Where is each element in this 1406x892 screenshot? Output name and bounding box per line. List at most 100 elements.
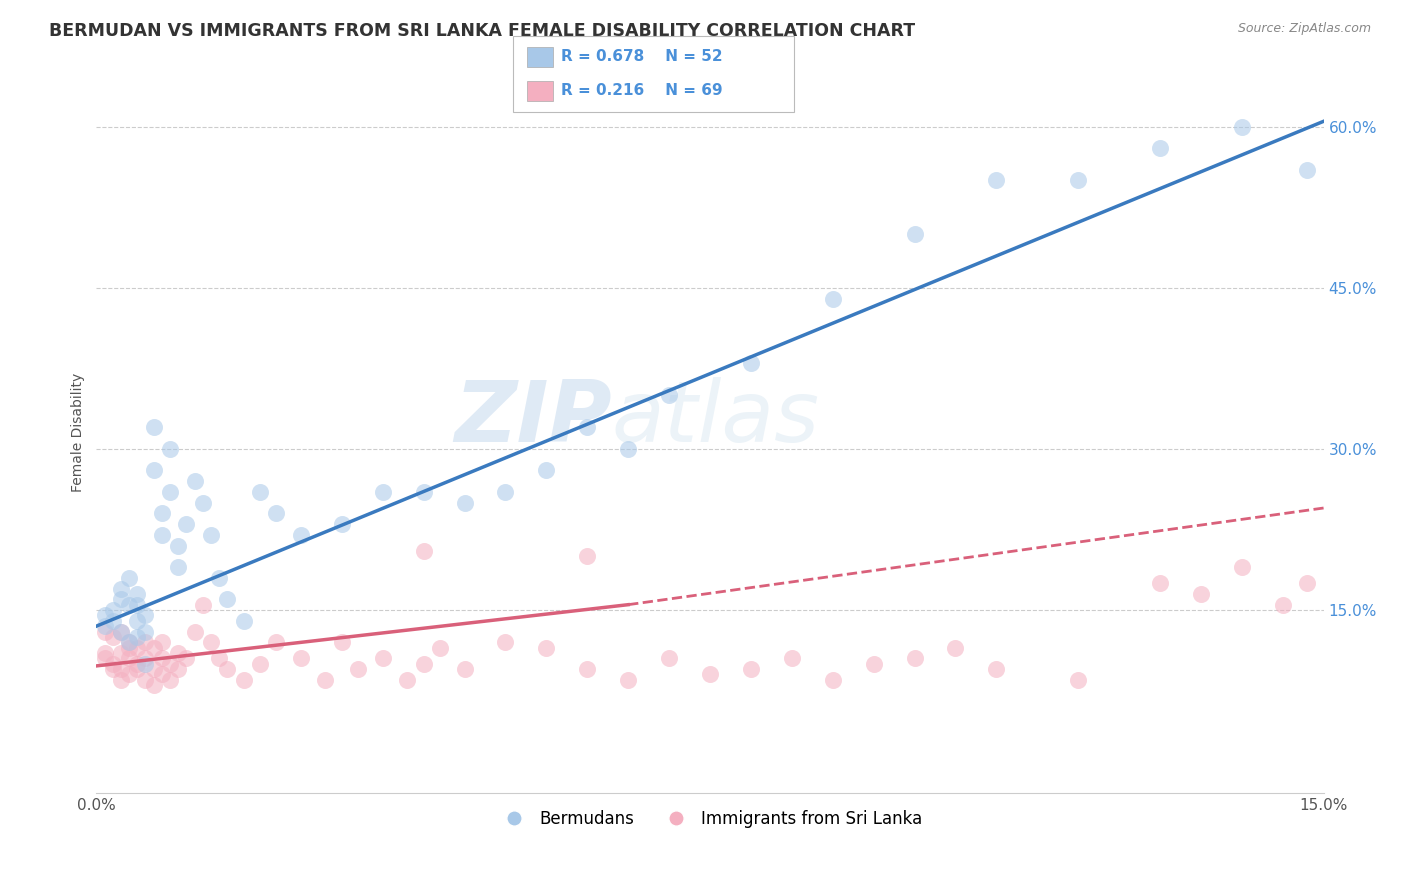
Point: [118, 598, 141, 612]
Point: [1271, 598, 1294, 612]
Point: [453, 495, 475, 509]
Point: [176, 517, 198, 532]
Point: [110, 624, 132, 639]
Text: R = 0.678    N = 52: R = 0.678 N = 52: [561, 49, 723, 63]
Point: [821, 673, 844, 687]
Point: [118, 635, 141, 649]
Point: [903, 651, 925, 665]
Point: [536, 640, 558, 655]
Point: [266, 507, 288, 521]
Point: [986, 662, 1008, 676]
Point: [127, 587, 149, 601]
Point: [150, 528, 173, 542]
Point: [110, 624, 132, 639]
Point: [101, 630, 124, 644]
Point: [217, 662, 239, 676]
Point: [412, 544, 434, 558]
Point: [159, 484, 181, 499]
Point: [127, 630, 149, 644]
Point: [699, 667, 721, 681]
Point: [617, 673, 640, 687]
Point: [176, 651, 198, 665]
Point: [101, 614, 124, 628]
Point: [118, 667, 141, 681]
Point: [93, 619, 115, 633]
Point: [330, 517, 353, 532]
Point: [150, 635, 173, 649]
Point: [134, 635, 156, 649]
Point: [1296, 576, 1319, 591]
Point: [1067, 173, 1090, 187]
Point: [183, 624, 205, 639]
Point: [142, 678, 165, 692]
Point: [167, 662, 190, 676]
Point: [142, 420, 165, 434]
Point: [127, 657, 149, 671]
Point: [1149, 141, 1171, 155]
Point: [412, 657, 434, 671]
Point: [412, 484, 434, 499]
Legend: Bermudans, Immigrants from Sri Lanka: Bermudans, Immigrants from Sri Lanka: [491, 804, 929, 835]
Point: [658, 651, 681, 665]
Text: R = 0.216    N = 69: R = 0.216 N = 69: [561, 83, 723, 97]
Point: [127, 598, 149, 612]
Point: [110, 673, 132, 687]
Point: [134, 624, 156, 639]
Point: [159, 657, 181, 671]
Point: [127, 640, 149, 655]
Point: [134, 657, 156, 671]
Point: [110, 662, 132, 676]
Text: atlas: atlas: [612, 377, 820, 460]
Point: [266, 635, 288, 649]
Point: [134, 673, 156, 687]
Point: [903, 227, 925, 241]
Point: [862, 657, 884, 671]
Point: [232, 614, 254, 628]
Point: [217, 592, 239, 607]
Point: [576, 420, 599, 434]
Y-axis label: Female Disability: Female Disability: [72, 373, 86, 492]
Point: [101, 603, 124, 617]
Point: [110, 646, 132, 660]
Point: [200, 528, 222, 542]
Point: [290, 528, 312, 542]
Point: [494, 484, 516, 499]
Point: [118, 571, 141, 585]
Point: [93, 646, 115, 660]
Point: [150, 667, 173, 681]
Point: [314, 673, 336, 687]
Point: [249, 484, 271, 499]
Point: [183, 474, 205, 488]
Text: Source: ZipAtlas.com: Source: ZipAtlas.com: [1237, 22, 1371, 36]
Point: [740, 662, 762, 676]
Point: [232, 673, 254, 687]
Point: [142, 640, 165, 655]
Point: [118, 635, 141, 649]
Point: [945, 640, 967, 655]
Point: [93, 624, 115, 639]
Point: [396, 673, 419, 687]
Point: [118, 640, 141, 655]
Point: [93, 651, 115, 665]
Point: [208, 651, 231, 665]
Point: [101, 657, 124, 671]
Point: [1149, 576, 1171, 591]
Text: ZIP: ZIP: [454, 377, 612, 460]
Point: [1067, 673, 1090, 687]
Point: [494, 635, 516, 649]
Point: [330, 635, 353, 649]
Point: [986, 173, 1008, 187]
Point: [134, 651, 156, 665]
Point: [110, 582, 132, 596]
Point: [142, 662, 165, 676]
Point: [167, 646, 190, 660]
Point: [118, 651, 141, 665]
Point: [127, 662, 149, 676]
Point: [150, 651, 173, 665]
Point: [617, 442, 640, 456]
Point: [576, 662, 599, 676]
Point: [1296, 162, 1319, 177]
Point: [1230, 560, 1253, 574]
Point: [453, 662, 475, 676]
Point: [1189, 587, 1212, 601]
